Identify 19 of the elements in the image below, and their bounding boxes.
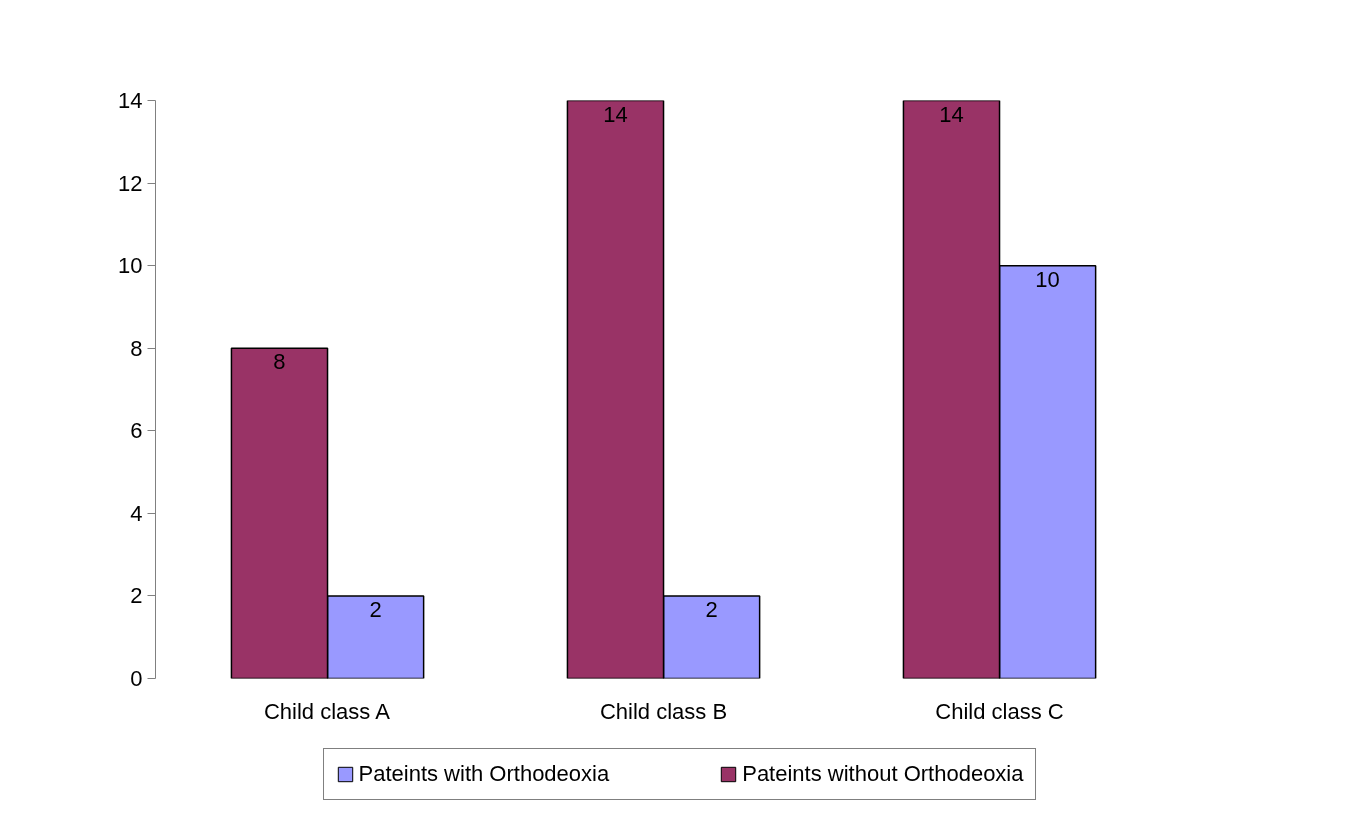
data-label: 14	[939, 101, 964, 127]
x-tick-label: Child class A	[263, 698, 391, 724]
x-tick-label: Child class B	[599, 698, 728, 724]
x-tick-label: Child class C	[935, 698, 1064, 724]
y-tick-label: 0	[130, 666, 143, 691]
data-label: 2	[369, 596, 382, 622]
legend-label: Pateints without Orthodeoxia	[742, 760, 1024, 787]
y-tick-label: 12	[118, 170, 143, 196]
y-tick-label: 8	[130, 335, 143, 361]
data-label: 10	[1035, 266, 1060, 292]
y-tick-label: 2	[130, 583, 143, 609]
y-tick-label: 10	[118, 253, 143, 279]
data-label: 8	[273, 349, 286, 375]
y-tick-label: 4	[130, 500, 143, 526]
data-label: 14	[603, 101, 628, 127]
legend-label: Pateints with Orthodeoxia	[358, 760, 610, 787]
y-tick-label: 6	[130, 418, 143, 444]
data-label: 2	[705, 596, 718, 622]
y-tick-label: 14	[118, 88, 143, 113]
